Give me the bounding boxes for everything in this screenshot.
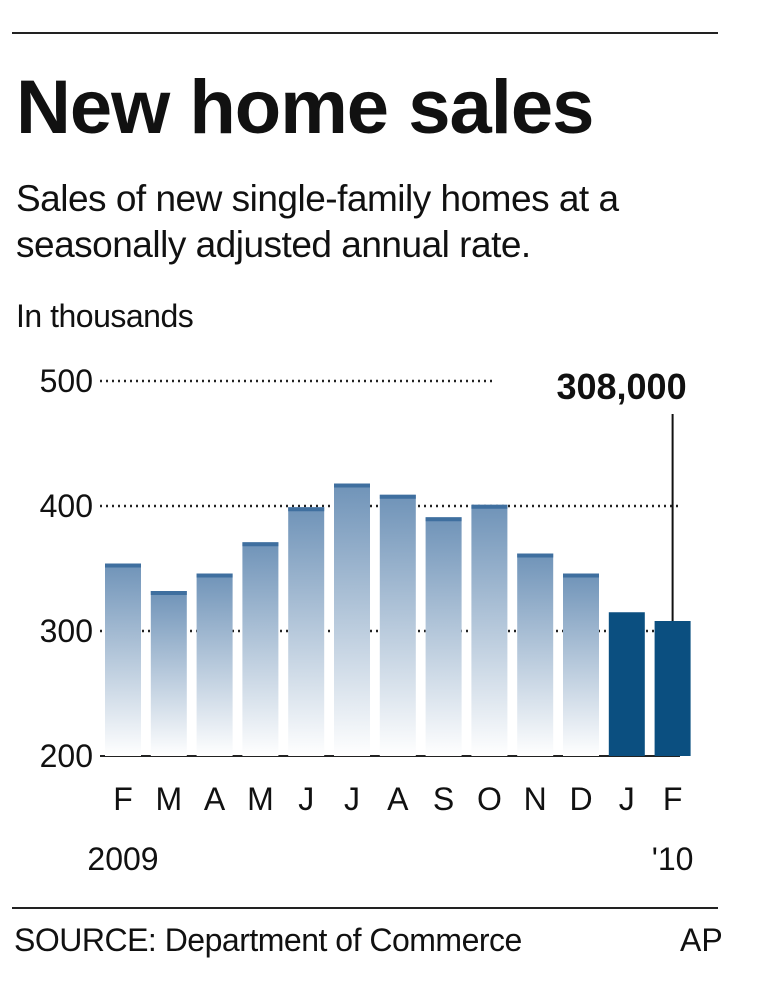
bar-cap — [379, 494, 416, 499]
chart-subtitle: Sales of new single-family homes at a se… — [16, 178, 619, 265]
bottom-rule — [12, 907, 718, 909]
x-tick-label: A — [387, 781, 409, 817]
x-tick-label: N — [524, 781, 547, 817]
units-label: In thousands — [16, 298, 194, 334]
bar — [379, 494, 416, 756]
bar-cap — [517, 553, 554, 558]
bar — [608, 612, 645, 756]
x-tick-label: M — [247, 781, 274, 817]
bar — [288, 507, 325, 756]
x-tick-label: M — [155, 781, 182, 817]
bar-cap — [196, 573, 233, 578]
y-tick-label: 300 — [40, 613, 93, 649]
bar — [196, 573, 233, 756]
bar-cap — [334, 483, 370, 488]
bar — [471, 504, 508, 756]
x-tick-label: F — [663, 781, 683, 817]
chart-title: New home sales — [16, 65, 594, 150]
top-rule — [12, 32, 718, 34]
annotation: 308,000 — [556, 366, 687, 621]
x-tick-label: F — [113, 781, 133, 817]
x-tick-label: S — [433, 781, 454, 817]
bar-cap — [105, 563, 141, 568]
year-labels: 2009 '10 — [87, 841, 693, 877]
bar-cap — [150, 591, 187, 595]
x-tick-label: A — [204, 781, 226, 817]
bar — [150, 591, 187, 756]
credit: AP — [680, 922, 723, 958]
year-label: '10 — [652, 841, 694, 877]
x-tick-label: D — [569, 781, 592, 817]
bar — [425, 517, 462, 756]
y-tick-labels: 200 300 400 500 — [40, 363, 93, 774]
callout-label: 308,000 — [556, 366, 686, 407]
bar-cap — [563, 573, 599, 578]
x-tick-label: J — [344, 781, 360, 817]
y-tick-label: 400 — [40, 488, 93, 524]
y-tick-label: 200 — [40, 738, 93, 774]
bar — [563, 573, 599, 756]
bars — [105, 483, 691, 756]
bar — [517, 553, 554, 756]
bar-cap — [288, 507, 325, 512]
bar — [654, 621, 691, 756]
bar-cap — [242, 542, 279, 547]
bar — [105, 563, 141, 756]
x-tick-label: J — [619, 781, 635, 817]
source-note: SOURCE: Department of Commerce — [14, 922, 522, 958]
year-label: 2009 — [87, 841, 158, 877]
bar — [242, 542, 279, 756]
bar — [334, 483, 370, 756]
y-tick-label: 500 — [40, 363, 93, 399]
bar-cap — [425, 517, 462, 522]
x-tick-label: O — [477, 781, 502, 817]
bar-cap — [471, 504, 508, 509]
x-tick-label: J — [298, 781, 314, 817]
